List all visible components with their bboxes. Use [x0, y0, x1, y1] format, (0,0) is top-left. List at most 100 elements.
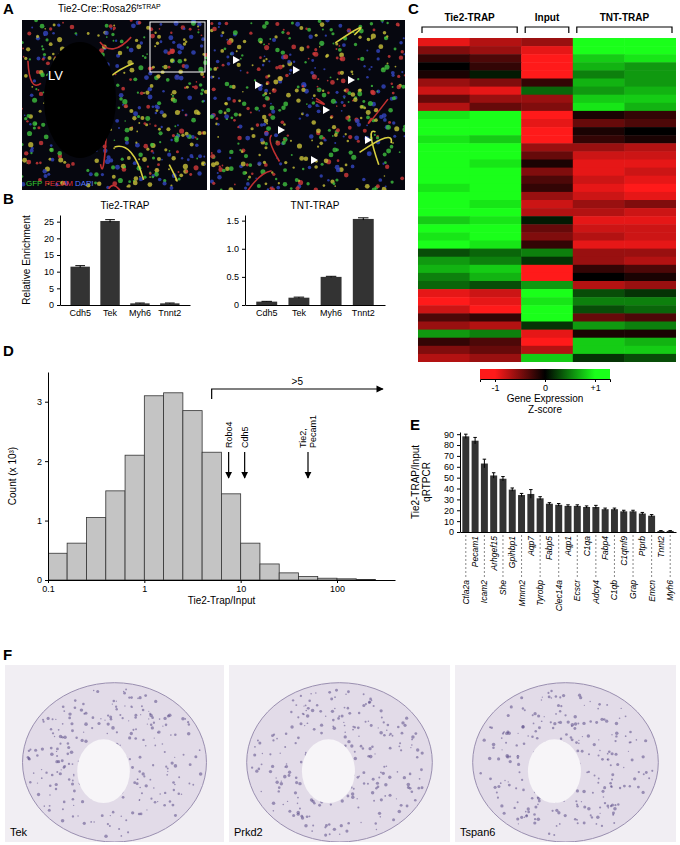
stain-dot	[338, 715, 340, 717]
cell-dot	[257, 184, 261, 188]
stain-dot	[173, 789, 175, 791]
stain-dot	[81, 739, 84, 742]
category-label: Gpihbp1	[507, 536, 517, 568]
stain-dot	[308, 700, 311, 703]
heatmap-cell	[470, 54, 522, 63]
cell-dot	[291, 45, 296, 50]
cell-dot	[336, 105, 338, 107]
cell-dot	[49, 148, 54, 153]
annotation-bracket	[212, 389, 383, 399]
annotation-arrow	[307, 452, 308, 478]
cell-dot	[341, 101, 344, 104]
stain-dot	[51, 774, 54, 777]
cell-dot	[257, 67, 261, 71]
cell-dot	[222, 165, 224, 167]
stain-dot	[288, 771, 291, 774]
vessel	[115, 146, 144, 180]
cell-dot	[289, 53, 291, 55]
tick: 25	[44, 217, 60, 227]
stain-dot	[93, 690, 94, 691]
stain-dot	[116, 731, 118, 733]
heatmap-cell	[624, 46, 676, 55]
cell-dot	[336, 57, 339, 60]
stain-dot	[288, 774, 291, 777]
stain-dot	[139, 799, 141, 801]
cell-dot	[237, 126, 239, 128]
category-label: C1qb	[609, 580, 619, 601]
heatmap-cell	[418, 289, 470, 298]
cell-dot	[177, 124, 179, 126]
cell-dot	[189, 28, 192, 31]
tick: 10	[236, 580, 246, 594]
histogram-bar	[202, 452, 221, 580]
y-axis: 0510152025	[44, 216, 61, 311]
cell-dot	[340, 71, 344, 75]
cell-dot	[30, 152, 32, 154]
cell-dot	[404, 135, 405, 137]
cell-dot	[392, 92, 395, 95]
stain-dot	[273, 810, 275, 812]
cell-dot	[324, 159, 329, 164]
error-bar	[650, 515, 653, 517]
bar	[574, 506, 581, 532]
cell-dot	[152, 156, 155, 159]
cell-dot	[172, 41, 175, 44]
cell-dot	[171, 156, 175, 160]
cell-dot	[24, 114, 26, 116]
category-label: Arhgef15	[489, 536, 499, 572]
cell-dot	[386, 149, 391, 154]
heatmap-cell	[470, 330, 522, 339]
stain-dot	[44, 805, 46, 807]
cell-dot	[308, 35, 312, 39]
cell-dot	[166, 78, 170, 82]
cell-dot	[289, 69, 292, 72]
cell-dot	[250, 22, 252, 24]
heatmap-cell	[521, 70, 573, 79]
cell-dot	[121, 87, 125, 91]
cell-dot	[179, 76, 184, 81]
panel-letter: B	[3, 190, 14, 207]
stain-dot	[347, 822, 350, 825]
stain-dot	[258, 768, 261, 771]
heatmap-cell	[573, 313, 625, 322]
label-leader	[484, 535, 485, 578]
cell-dot	[158, 128, 161, 131]
cell-dot	[226, 39, 228, 41]
cell-dot	[113, 25, 115, 27]
heatmap-cell	[418, 281, 470, 290]
cell-dot	[355, 188, 359, 190]
stain-dot	[29, 749, 31, 751]
cell-dot	[262, 94, 265, 97]
cell-dot	[200, 72, 204, 76]
tick: Myh6	[320, 305, 342, 318]
heatmap-cell	[418, 354, 470, 362]
bar	[353, 219, 374, 305]
heatmap-cell	[573, 338, 625, 347]
in-situ-image	[5, 665, 224, 842]
cell-dot	[284, 161, 287, 164]
heatmap-cell	[624, 313, 676, 322]
cell-dot	[118, 178, 123, 183]
heatmap-cell	[418, 330, 470, 339]
stain-dot	[151, 716, 154, 719]
stain-dot	[68, 763, 70, 765]
heatmap-cell	[573, 103, 625, 112]
cell-dot	[220, 34, 223, 37]
cell-dot	[264, 132, 268, 136]
cell-dot	[211, 162, 216, 167]
tick-mark	[242, 305, 245, 306]
cell-dot	[238, 113, 241, 116]
cell-dot	[156, 109, 159, 112]
cell-dot	[128, 180, 131, 183]
cell-dot	[172, 90, 177, 95]
stain-dot	[119, 714, 121, 716]
histogram-bar	[318, 578, 337, 580]
cell-dot	[323, 184, 326, 187]
stain-dot	[352, 729, 354, 731]
y-axis-title: qRTPCR	[421, 462, 432, 502]
cell-dot	[392, 74, 395, 77]
cell-dot	[374, 118, 378, 122]
stain-dot	[110, 718, 113, 721]
cell-dot	[126, 46, 128, 48]
heatmap-cell	[624, 119, 676, 128]
